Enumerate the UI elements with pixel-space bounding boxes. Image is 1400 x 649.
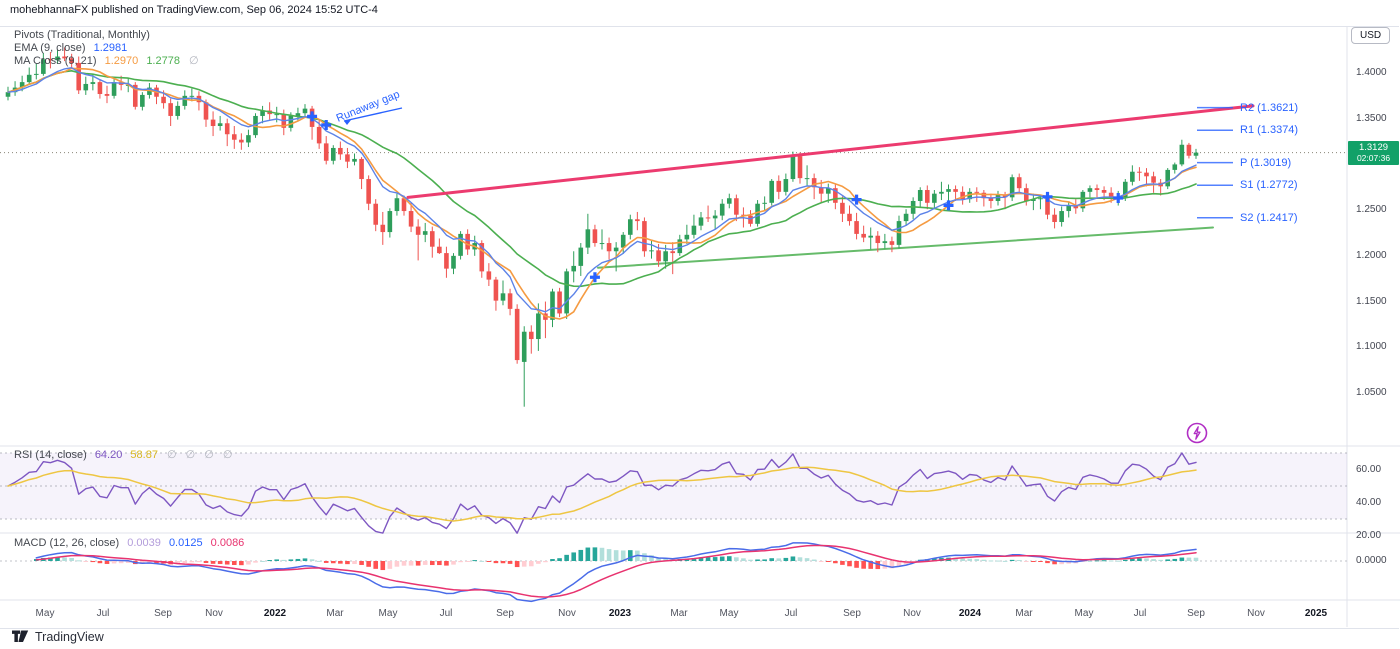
tradingview-logo <box>12 630 29 642</box>
price-tick: 1.0500 <box>1356 386 1387 398</box>
time-label-month: Mar <box>670 608 688 619</box>
time-label-month: Sep <box>1187 608 1205 619</box>
brand-text: TradingView <box>35 629 104 644</box>
price-tick: 1.1000 <box>1356 341 1387 353</box>
chart-frame <box>0 26 1399 629</box>
macd-tick: 0.0000 <box>1356 555 1387 566</box>
time-label-month: Jul <box>1133 608 1147 619</box>
currency-button[interactable]: USD <box>1351 27 1391 44</box>
macd-signal-value: 0.0086 <box>210 537 245 549</box>
rsi-tick: 40.00 <box>1356 496 1382 508</box>
time-label-year: 2024 <box>958 608 982 619</box>
time-label-month: May <box>719 608 739 619</box>
time-label-year: 2022 <box>263 608 287 619</box>
attribution-text: mohebhannaFX published on TradingView.co… <box>10 4 378 16</box>
ma-cross-slow-value: 1.2778 <box>146 55 180 67</box>
pivot-level-label: S1 (1.2772) <box>1240 179 1298 192</box>
ma-cross-fast-value: 1.2970 <box>104 55 139 67</box>
time-label-month: Nov <box>205 608 223 619</box>
time-label-month: Jul <box>439 608 453 619</box>
time-label-month: May <box>378 608 398 619</box>
time-label-year: 2025 <box>1304 608 1328 619</box>
time-label-month: Mar <box>1015 608 1033 619</box>
time-label-month: Jul <box>96 608 110 619</box>
pivot-level-label: S2 (1.2417) <box>1240 211 1298 224</box>
rsi-indicator-label: RSI (14, close) <box>14 449 87 461</box>
bar-countdown: 02:07:36 <box>1356 153 1391 163</box>
price-tick: 1.1500 <box>1356 295 1387 307</box>
time-label-month: Sep <box>154 608 172 619</box>
time-label-month: May <box>35 608 55 619</box>
rsi-tick: 20.00 <box>1356 529 1382 541</box>
hidden-plot-icon: ∅ <box>189 55 202 67</box>
time-label-month: Sep <box>496 608 514 619</box>
ma-cross-indicator-label: MA Cross (9, 21) <box>14 55 97 67</box>
legend-ma-cross[interactable]: MA Cross (9, 21) 1.2970 1.2778 ∅ <box>14 55 202 68</box>
pivot-level-label: P (1.3019) <box>1240 156 1292 169</box>
time-label-month: Nov <box>903 608 921 619</box>
legend-rsi[interactable]: RSI (14, close) 64.20 58.87 ∅ ∅ ∅ ∅ <box>14 449 236 462</box>
flash-reaction-icon[interactable] <box>1185 421 1209 445</box>
macd-hist-value: 0.0039 <box>127 537 161 549</box>
pivot-level-label: R2 (1.3621) <box>1240 101 1299 114</box>
time-label-month: May <box>1074 608 1094 619</box>
legend-ema[interactable]: EMA (9, close) 1.2981 <box>14 42 127 55</box>
price-tick: 1.3500 <box>1356 112 1387 124</box>
time-label-month: Nov <box>558 608 576 619</box>
time-label-month: Mar <box>326 608 344 619</box>
macd-line-value: 0.0125 <box>168 537 203 549</box>
ema-value: 1.2981 <box>93 42 128 54</box>
price-tick: 1.2500 <box>1356 204 1387 216</box>
legend-macd[interactable]: MACD (12, 26, close) 0.0039 0.0125 0.008… <box>14 537 244 550</box>
price-tick: 1.2000 <box>1356 249 1387 261</box>
tradingview-brand[interactable]: TradingView <box>12 629 104 644</box>
time-label-month: Sep <box>843 608 861 619</box>
time-label-month: Jul <box>784 608 798 619</box>
macd-indicator-label: MACD (12, 26, close) <box>14 537 120 549</box>
rsi-hidden-plot-icons: ∅ ∅ ∅ ∅ <box>167 449 236 461</box>
last-price-badge: 1.3129 02:07:36 <box>1348 141 1399 165</box>
pivot-level-label: R1 (1.3374) <box>1240 124 1299 137</box>
rsi-value: 64.20 <box>94 449 123 461</box>
ema-indicator-label: EMA (9, close) <box>14 42 86 54</box>
rsi-tick: 60.00 <box>1356 463 1382 475</box>
time-label-month: Nov <box>1247 608 1265 619</box>
legend-pivots[interactable]: Pivots (Traditional, Monthly) <box>14 29 150 42</box>
time-label-year: 2023 <box>608 608 632 619</box>
last-price-value: 1.3129 <box>1358 142 1389 153</box>
price-tick: 1.4000 <box>1356 66 1387 78</box>
rsi-ma-value: 58.87 <box>130 449 158 461</box>
pivots-indicator-label: Pivots (Traditional, Monthly) <box>14 29 150 41</box>
